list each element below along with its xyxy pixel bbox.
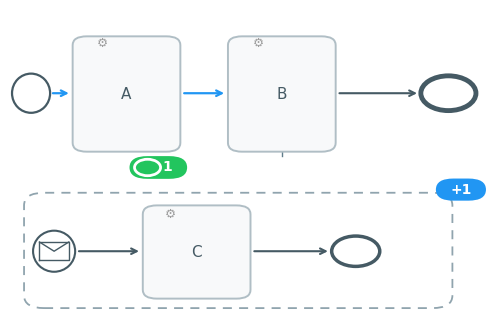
- FancyBboxPatch shape: [73, 36, 180, 152]
- Circle shape: [421, 76, 476, 111]
- Text: ⚙: ⚙: [97, 37, 108, 50]
- Text: +1: +1: [450, 183, 471, 197]
- Ellipse shape: [12, 74, 50, 113]
- FancyBboxPatch shape: [436, 179, 486, 201]
- Text: 1: 1: [162, 161, 172, 174]
- FancyBboxPatch shape: [24, 193, 452, 308]
- FancyBboxPatch shape: [143, 205, 250, 299]
- Ellipse shape: [33, 231, 75, 272]
- Text: ⚙: ⚙: [253, 37, 264, 50]
- Circle shape: [332, 236, 380, 266]
- Text: A: A: [121, 87, 132, 101]
- FancyBboxPatch shape: [129, 156, 187, 179]
- Circle shape: [134, 159, 160, 176]
- Text: ⚙: ⚙: [165, 208, 176, 222]
- Text: B: B: [277, 87, 287, 101]
- Text: C: C: [191, 245, 202, 259]
- FancyBboxPatch shape: [228, 36, 336, 152]
